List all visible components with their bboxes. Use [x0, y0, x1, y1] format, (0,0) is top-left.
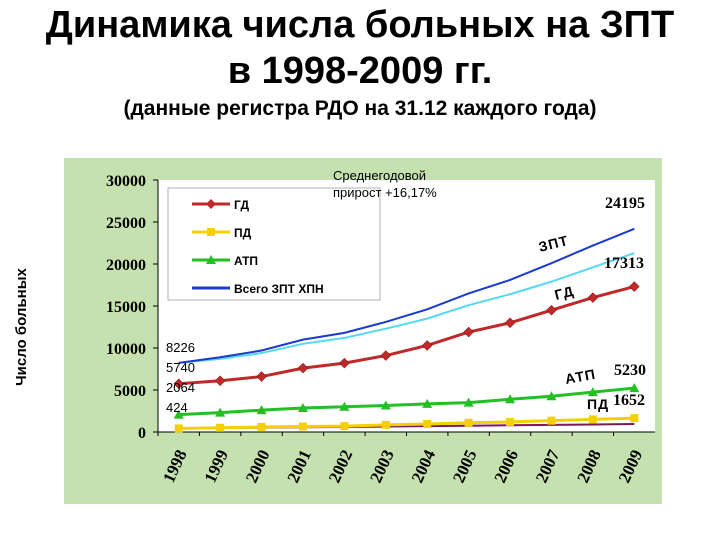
data-point [422, 398, 433, 408]
series-line [178, 285, 635, 386]
data-point [547, 416, 556, 425]
end-value-atp: 5230 [614, 362, 646, 379]
title-line-1: Динамика числа больных на ЗПТ [45, 4, 675, 46]
legend-label: АТП [234, 254, 258, 268]
start-value-label: 424 [166, 400, 188, 415]
x-tick-label: 2007 [532, 446, 564, 485]
data-point [214, 375, 226, 387]
chart-subtitle: (данные регистра РДО на 31.12 каждого го… [123, 97, 597, 120]
data-point [380, 400, 391, 410]
data-point [381, 420, 390, 429]
data-point [546, 304, 557, 316]
data-point [546, 391, 557, 401]
x-tick-label: 2003 [366, 447, 398, 486]
data-point [505, 394, 516, 404]
growth-annotation-line-2: прирост +16,17% [333, 185, 437, 200]
chart-title: Динамика числа больных на ЗПТ в 1998-200… [0, 2, 720, 94]
data-point [215, 407, 226, 417]
series-label-zpt: ЗПТ [537, 232, 570, 255]
data-point [587, 292, 599, 303]
legend-marker [206, 255, 216, 264]
data-point [173, 378, 185, 390]
growth-annotation-line-1: Среднегодовой [333, 168, 426, 183]
end-value-pd: 1652 [613, 392, 645, 409]
data-point [464, 418, 473, 427]
data-point [463, 397, 474, 407]
x-tick-label: 2004 [408, 446, 440, 485]
legend-marker [207, 228, 215, 236]
x-tick-label: 2002 [325, 447, 357, 486]
data-point [297, 362, 309, 374]
x-tick-label: 1999 [201, 447, 233, 486]
x-tick-label: 2005 [449, 447, 481, 486]
series-line [178, 227, 635, 364]
legend-label: ГД [234, 198, 250, 212]
start-value-label: 5740 [166, 360, 195, 375]
data-point [339, 401, 350, 411]
data-point [340, 422, 349, 431]
data-point [629, 383, 640, 393]
data-point [298, 422, 307, 431]
legend-label: Всего ЗПТ ХПН [234, 282, 324, 296]
data-point [256, 371, 267, 382]
data-point [423, 420, 432, 429]
y-tick-label: 5000 [114, 383, 146, 400]
x-tick-label: 2006 [490, 447, 522, 486]
end-value-total: 24195 [605, 195, 645, 212]
x-tick-label: 2000 [242, 447, 274, 486]
start-value-label: 8226 [166, 340, 195, 355]
series-line [178, 416, 635, 430]
y-tick-label: 15000 [106, 299, 146, 316]
data-point [174, 424, 183, 433]
y-tick-label: 20000 [106, 257, 146, 274]
legend-box [167, 187, 381, 301]
data-point [216, 423, 225, 432]
data-point [588, 415, 597, 424]
data-point [421, 340, 433, 351]
data-point [504, 317, 516, 329]
y-tick-label: 0 [138, 425, 146, 442]
data-point [630, 414, 639, 423]
data-point [256, 405, 267, 415]
series-label-gd: ГД [553, 283, 576, 303]
legend-label: ПД [234, 226, 252, 240]
x-tick-label: 2009 [615, 447, 647, 486]
y-tick-label: 10000 [106, 341, 146, 358]
data-point [628, 281, 640, 292]
series-line [178, 386, 635, 417]
data-point [380, 350, 392, 361]
x-tick-label: 1998 [159, 447, 191, 486]
series-label-atp: АТП [564, 366, 597, 387]
extra-series-line [178, 252, 635, 364]
x-tick-label: 2008 [573, 447, 605, 486]
legend-marker [206, 199, 216, 209]
data-point [257, 422, 266, 431]
y-tick-label: 25000 [106, 215, 146, 232]
start-value-label: 2064 [166, 380, 195, 395]
data-point [587, 387, 598, 397]
series-label-pd: ПД [587, 396, 609, 412]
title-line-2: в 1998-2009 гг. [227, 50, 493, 92]
data-point [463, 326, 474, 338]
y-tick-label: 30000 [106, 173, 146, 190]
data-point [297, 403, 308, 413]
end-value-gd: 17313 [604, 255, 644, 272]
data-point [339, 357, 350, 369]
data-point [173, 409, 184, 419]
data-point [506, 417, 515, 426]
x-tick-label: 2001 [283, 447, 315, 486]
